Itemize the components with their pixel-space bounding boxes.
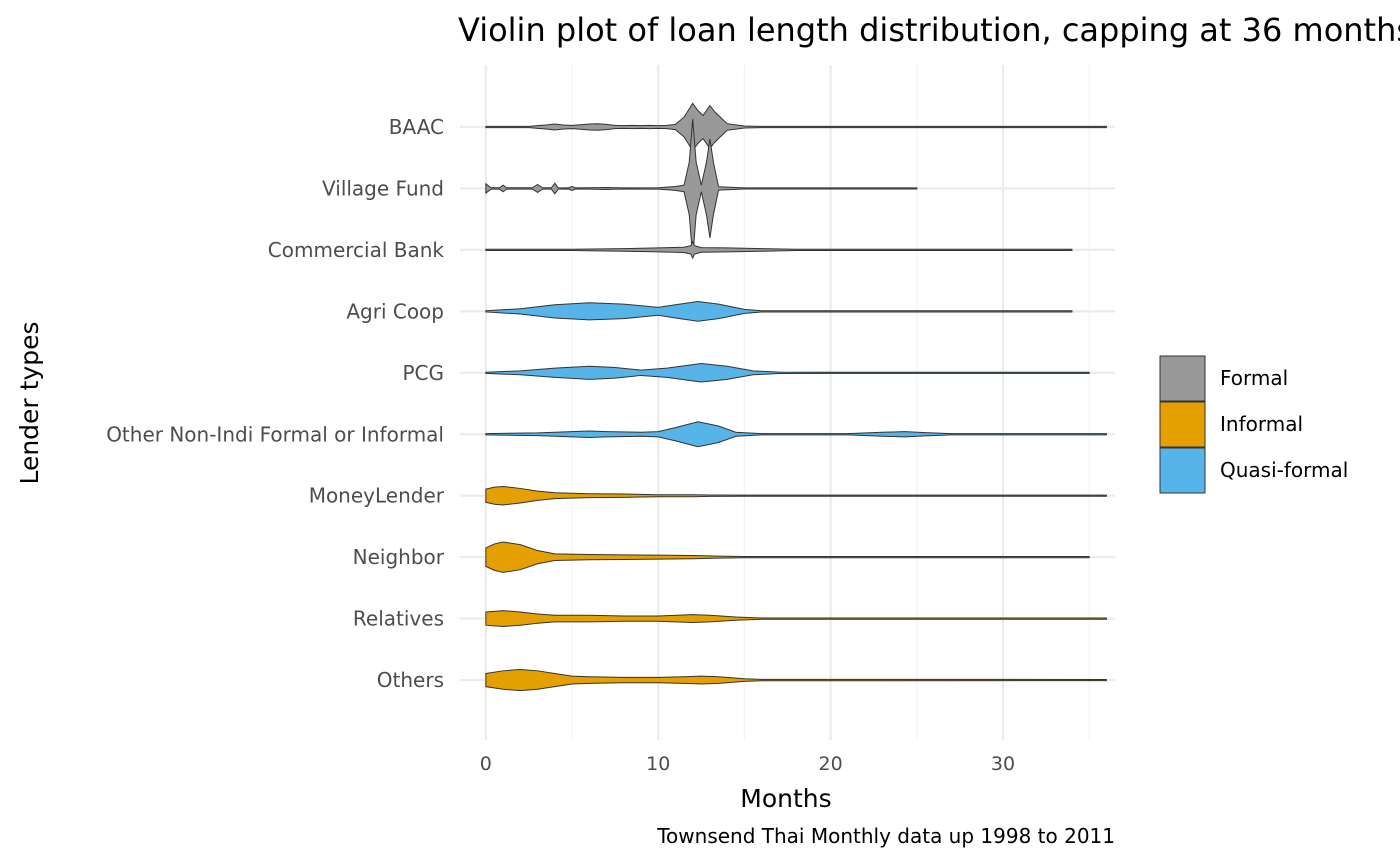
violin-moneylender (485, 485, 1107, 506)
x-axis-title: Months (740, 784, 831, 813)
violin-relatives (485, 610, 1107, 628)
violin-agri-coop (485, 300, 1073, 322)
violin-pcg (485, 363, 1090, 383)
y-tick-label: Commercial Bank (268, 238, 445, 262)
y-tick-labels: BAAC Village Fund Commercial Bank Agri Coop… (106, 115, 445, 692)
violin-others (485, 668, 1107, 692)
x-tick-labels: 0 10 20 30 (480, 753, 1015, 775)
violin-commercial-bank (485, 240, 1073, 260)
y-tick-label: MoneyLender (309, 484, 445, 508)
x-tick-label: 30 (991, 753, 1015, 775)
y-tick-label: Neighbor (353, 545, 445, 569)
chart-caption: Townsend Thai Monthly data up 1998 to 20… (656, 824, 1115, 848)
legend: Formal Informal Quasi-formal (1159, 355, 1348, 494)
x-tick-label: 0 (480, 753, 492, 775)
y-tick-label: PCG (402, 361, 444, 385)
violin-other-non-indi-formal-or-informal (485, 421, 1107, 448)
legend-key-quasi-formal (1159, 447, 1206, 494)
legend-label-informal: Informal (1220, 412, 1303, 436)
legend-key-formal (1159, 355, 1206, 402)
grid-layer (460, 65, 1115, 740)
legend-label-quasi-formal: Quasi-formal (1220, 458, 1348, 482)
x-tick-label: 20 (818, 753, 842, 775)
violin-baac (485, 102, 1107, 152)
x-tick-label: 10 (646, 753, 670, 775)
y-tick-label: BAAC (389, 115, 444, 139)
y-tick-label: Relatives (353, 607, 444, 631)
y-tick-label: Village Fund (322, 176, 444, 200)
legend-key-informal (1159, 401, 1206, 448)
violin-neighbor (485, 541, 1090, 573)
y-tick-label: Others (377, 668, 444, 692)
y-tick-label: Other Non-Indi Formal or Informal (106, 422, 444, 446)
violin-layer (485, 102, 1107, 692)
y-axis-title: Lender types (15, 321, 44, 484)
violin-village-fund (485, 119, 918, 258)
y-tick-label: Agri Coop (346, 299, 444, 323)
chart-title: Violin plot of loan length distribution,… (458, 11, 1400, 49)
legend-label-formal: Formal (1220, 366, 1288, 390)
